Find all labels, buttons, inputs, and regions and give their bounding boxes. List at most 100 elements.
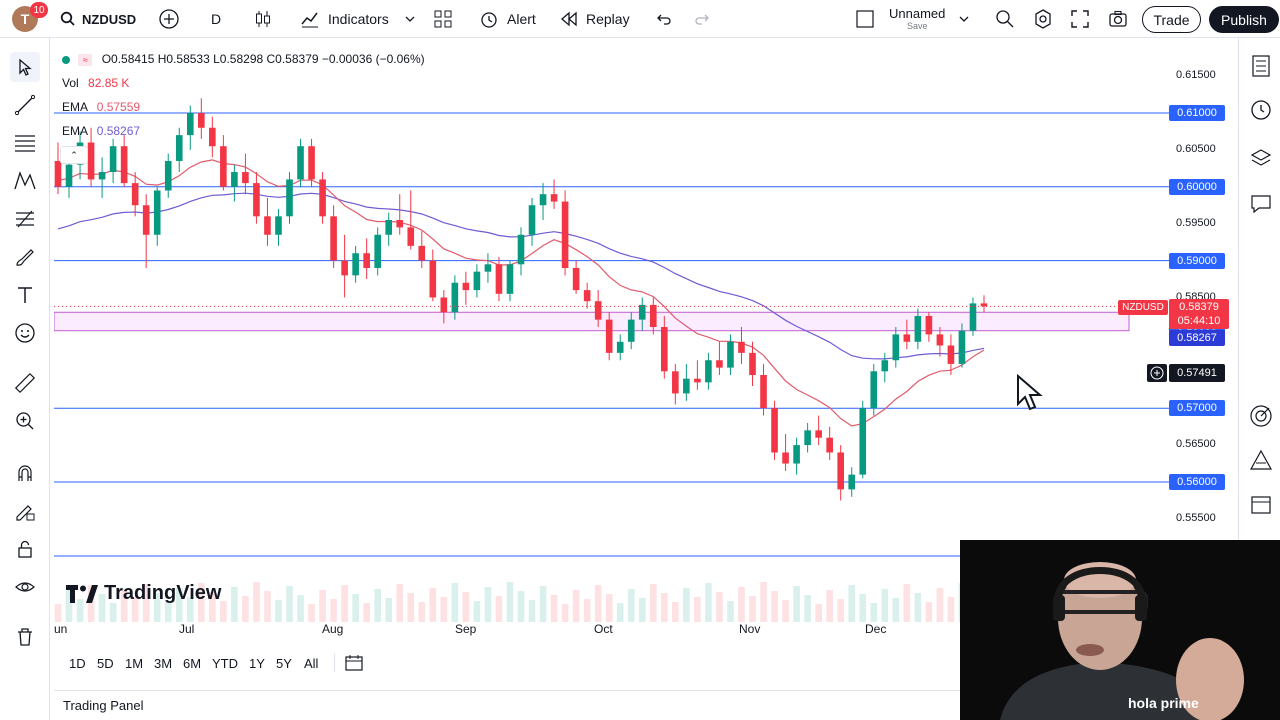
layout-name-menu[interactable]: Unnamed Save bbox=[889, 0, 945, 38]
replay-button[interactable]: Replay bbox=[560, 0, 630, 38]
volume-bar bbox=[517, 591, 525, 622]
range-all[interactable]: All bbox=[304, 656, 319, 671]
crosshair-price: 0.57491 bbox=[1177, 367, 1217, 379]
redo-button[interactable] bbox=[694, 0, 710, 38]
ideas-button[interactable] bbox=[1247, 446, 1275, 474]
pattern-tool[interactable] bbox=[10, 166, 40, 196]
candles-icon bbox=[256, 11, 270, 27]
magnet-tool[interactable] bbox=[10, 458, 40, 488]
range-1d[interactable]: 1D bbox=[69, 656, 86, 671]
watchlist-button[interactable] bbox=[1247, 52, 1275, 80]
templates-button[interactable] bbox=[433, 0, 453, 38]
trading-panel-tab[interactable]: Trading Panel bbox=[54, 690, 1234, 720]
volume-bar bbox=[683, 588, 690, 622]
emoji-tool[interactable] bbox=[10, 318, 40, 348]
level-price-tag[interactable]: 0.59000 bbox=[1169, 252, 1225, 269]
candle-body bbox=[705, 360, 712, 383]
collapse-legend-button[interactable]: ⌃ bbox=[60, 146, 88, 164]
fib-tool[interactable] bbox=[10, 204, 40, 234]
symbol-search[interactable]: NZDUSD bbox=[60, 0, 136, 38]
volume-bar bbox=[738, 587, 745, 622]
chats-button[interactable] bbox=[1247, 190, 1275, 218]
indicators-button[interactable]: Indicators bbox=[300, 0, 415, 38]
snapshot-button[interactable] bbox=[1108, 0, 1128, 38]
trend-line-tool[interactable] bbox=[10, 90, 40, 120]
chevron-down-icon bbox=[405, 16, 415, 22]
range-1m[interactable]: 1M bbox=[125, 656, 144, 671]
zoom-in-icon bbox=[16, 412, 34, 430]
volume-bar bbox=[407, 593, 415, 622]
candle-body bbox=[462, 282, 470, 291]
range-ytd[interactable]: YTD bbox=[212, 656, 238, 671]
compare-symbol-button[interactable] bbox=[158, 0, 180, 38]
undo-button[interactable] bbox=[656, 0, 672, 38]
volume-bar bbox=[561, 604, 569, 622]
brush-tool[interactable] bbox=[10, 242, 40, 272]
candle-body bbox=[65, 164, 73, 187]
tradingview-logo-icon bbox=[66, 584, 98, 603]
settings-button[interactable] bbox=[1033, 0, 1053, 38]
range-5d[interactable]: 5D bbox=[97, 656, 114, 671]
support-zone[interactable] bbox=[54, 311, 1130, 332]
symbol-ohlc-row[interactable]: ≈ O0.58415 H0.58533 L0.58298 C0.58379 −0… bbox=[62, 52, 425, 66]
range-6m[interactable]: 6M bbox=[183, 656, 202, 671]
quick-search-button[interactable] bbox=[995, 0, 1015, 38]
interval-button[interactable]: D bbox=[211, 0, 221, 38]
volume-bar bbox=[583, 599, 591, 622]
range-5y[interactable]: 5Y bbox=[276, 656, 292, 671]
volume-bar bbox=[705, 583, 712, 622]
volume-bar bbox=[440, 597, 448, 622]
layout-toggle[interactable] bbox=[855, 0, 875, 38]
range-1y[interactable]: 1Y bbox=[249, 656, 265, 671]
layout-menu-chevron[interactable] bbox=[959, 0, 969, 38]
ema-fast-legend[interactable]: EMA 0.57559 bbox=[62, 100, 140, 114]
stay-in-drawing-tool[interactable] bbox=[10, 496, 40, 526]
price-chart[interactable] bbox=[54, 42, 1234, 642]
candle-body bbox=[297, 146, 304, 180]
volume-bar bbox=[308, 604, 315, 622]
candle-body bbox=[870, 371, 878, 409]
lock-drawings-tool[interactable] bbox=[10, 534, 40, 564]
text-t-icon bbox=[18, 287, 32, 303]
alert-button[interactable]: Alert bbox=[479, 0, 536, 38]
hotlist-button[interactable] bbox=[1247, 402, 1275, 430]
volume-bar bbox=[495, 596, 503, 622]
range-3m[interactable]: 3M bbox=[154, 656, 173, 671]
horizontal-lines-tool[interactable] bbox=[10, 128, 40, 158]
add-alert-at-price[interactable] bbox=[1147, 364, 1167, 382]
text-tool[interactable] bbox=[10, 280, 40, 310]
fullscreen-button[interactable] bbox=[1071, 0, 1089, 38]
volume-bar bbox=[330, 599, 337, 622]
trade-button[interactable]: Trade bbox=[1142, 6, 1201, 33]
measure-tool[interactable] bbox=[10, 368, 40, 398]
alert-label: Alert bbox=[507, 11, 536, 27]
candle-body bbox=[925, 315, 933, 335]
level-price-tag[interactable]: 0.60000 bbox=[1169, 178, 1225, 195]
status-dot bbox=[62, 55, 70, 64]
zoom-in-tool[interactable] bbox=[10, 406, 40, 436]
candle-body bbox=[837, 452, 844, 490]
mouse-pointer-icon bbox=[1017, 374, 1043, 411]
chart-type-button[interactable] bbox=[253, 0, 273, 38]
volume-legend[interactable]: Vol 82.85 K bbox=[62, 76, 129, 90]
cursor-tool[interactable] bbox=[10, 52, 40, 82]
level-price-tag[interactable]: 0.61000 bbox=[1169, 105, 1225, 121]
hide-drawings-tool[interactable] bbox=[10, 572, 40, 602]
goto-date-button[interactable] bbox=[344, 653, 364, 678]
ema-slow-legend[interactable]: EMA 0.58267 bbox=[62, 124, 140, 138]
time-label-dec: Dec bbox=[865, 622, 887, 636]
calendar-panel-button[interactable] bbox=[1247, 490, 1275, 518]
alerts-panel-button[interactable] bbox=[1247, 96, 1275, 124]
remove-drawings-tool[interactable] bbox=[10, 622, 40, 652]
volume-bar bbox=[264, 591, 271, 622]
candle-body bbox=[363, 253, 370, 268]
publish-button[interactable]: Publish bbox=[1209, 6, 1279, 33]
magnet-icon bbox=[18, 465, 32, 481]
level-price-tag[interactable]: 0.56000 bbox=[1169, 474, 1225, 490]
object-tree-button[interactable] bbox=[1247, 144, 1275, 172]
candle-body bbox=[969, 303, 977, 331]
horizontal-levels bbox=[54, 112, 1169, 483]
volume-bar bbox=[848, 585, 856, 622]
level-price-tag[interactable]: 0.57000 bbox=[1169, 400, 1225, 417]
volume-bar bbox=[120, 589, 128, 622]
